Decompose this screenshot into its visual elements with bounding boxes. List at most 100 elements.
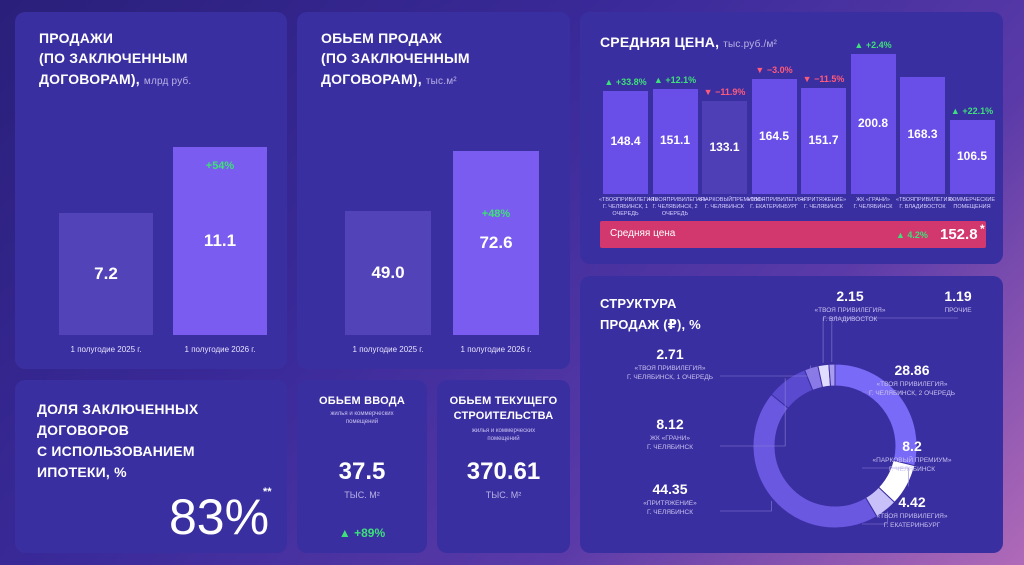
input-volume-delta: ▲ +89% — [338, 526, 386, 540]
segment-name: ПРОЧИЕ — [944, 307, 972, 314]
price-bar-delta: ▲ +33.8% — [604, 76, 647, 87]
bar-value-label: 49.0 — [371, 262, 405, 282]
price-bar-category: ЖК «ГРАНИ» г. Челябинск — [853, 197, 893, 211]
segment-value: 44.35 — [652, 481, 688, 497]
price-bar-2: 133.1 — [702, 101, 747, 194]
price-card: СРЕДНЯЯ ЦЕНА, тыс.руб./м² 148.4 ▲ +33.8% «… — [580, 12, 1003, 264]
construction-card: ОБЬЕМ ТЕКУЩЕГО СТРОИТЕЛЬСТВА жилья и ком… — [437, 380, 570, 553]
sales-bar-chart: 7.2 1 полугодие 2025 г. 11.1 1 полугодие 20… — [15, 12, 287, 369]
price-bar-delta: ▲ +12.1% — [653, 74, 697, 85]
sales-delta: +54% — [205, 160, 235, 172]
price-bar-category: «ТВОЯПРИВИЛЕГИЯ» г. Владивосток — [896, 197, 955, 211]
segment-leader-line — [862, 511, 888, 525]
bar-value-label: 72.6 — [479, 233, 513, 252]
price-bar-value: 151.1 — [659, 133, 691, 148]
structure-card: СТРУКТУРА ПРОДАЖ (₽), % 28.86 «ТВОЯ ПРИВИ… — [580, 276, 1003, 553]
price-bar-6: 168.3 — [900, 76, 945, 194]
segment-name: «ПРИТЯЖЕНИЕ» Г. ЧЕЛЯБИНСК — [643, 500, 697, 516]
input-volume-card: ОБЬЕМ ВВОДА жилья и коммерческих помещен… — [297, 380, 427, 553]
segment-name: «ТВОЯ ПРИВИЛЕГИЯ» Г. ЕКАТЕРИНБУРГ — [876, 513, 948, 529]
bar-sales-chart-1: 11.1 — [173, 147, 267, 335]
price-bar-category: «ТВОЯПРИВИЛЕГИЯ» г. Челябинск, 1 очередь — [599, 197, 658, 218]
sales-unit: млрд руб. — [143, 75, 192, 87]
average-price-delta: ▲ 4.2% — [896, 230, 928, 240]
volume-delta: +48% — [481, 208, 511, 220]
mortgage-title: ДОЛЯ ЗАКЛЮЧЕННЫХ ДОГОВОРОВ С ИСПОЛЬЗОВАН… — [37, 401, 199, 480]
price-bar-category: «ПРИТЯЖЕНИЕ» г. Челябинск — [800, 197, 847, 211]
price-bar-delta: ▼ −3.0% — [755, 65, 793, 76]
segment-value: 2.15 — [836, 288, 864, 304]
sales-card: ПРОДАЖИ (ПО ЗАКЛЮЧЕННЫМ ДОГОВОРАМ), млрд… — [15, 12, 287, 369]
x-axis-label: 1 полугодие 2026 г. — [460, 345, 532, 354]
segment-value: 2.71 — [656, 346, 684, 362]
price-bar-delta: ▲ +2.4% — [854, 40, 892, 50]
price-bar-0: 148.4 — [603, 90, 648, 194]
segment-value: 8.2 — [902, 438, 922, 454]
price-bar-delta: ▼ −11.9% — [703, 87, 746, 98]
sales-title: ПРОДАЖИ (ПО ЗАКЛЮЧЕННЫМ ДОГОВОРАМ), млрд… — [39, 30, 192, 87]
segment-leader-line — [720, 500, 772, 512]
x-axis-label: 1 полугодие 2025 г. — [70, 345, 142, 354]
segment-leader-line — [862, 467, 910, 487]
bar-value-label: 11.1 — [203, 231, 237, 250]
price-bar-value: 168.3 — [907, 127, 938, 142]
bar-value-label: 7.2 — [94, 264, 118, 284]
construction-value: 370.61 — [466, 458, 541, 485]
price-bar-category: «ТВОЯПРИВИЛЕГИЯ» г. Екатеринбург — [747, 197, 806, 211]
input-volume-value: 37.5 — [338, 458, 386, 485]
average-price-value: 152.8 — [940, 226, 978, 243]
average-price-bar: Средняя цена ▲ 4.2% 152.8 * — [600, 221, 986, 248]
segment-name: «ТВОЯ ПРИВИЛЕГИЯ» Г. ВЛАДИВОСТОК — [814, 307, 886, 323]
segment-value: 4.42 — [898, 494, 926, 510]
price-bar-3: 164.5 — [751, 79, 797, 194]
segment-value: 1.19 — [944, 288, 972, 304]
segment-name: ЖК «ГРАНИ» Г. ЧЕЛЯБИНСК — [646, 435, 694, 451]
segment-value: 28.86 — [894, 362, 930, 378]
price-bar-category: КОММЕРЧЕСКИЕ ПОМЕЩЕНИЯ — [948, 197, 996, 211]
price-bar-4: 151.7 — [801, 88, 846, 194]
price-bar-5: 200.8 — [850, 54, 896, 194]
input-volume-title: ОБЬЕМ ВВОДА — [319, 395, 405, 407]
segment-leader-line — [862, 391, 902, 395]
segment-value: 8.12 — [656, 416, 684, 432]
price-bar-value: 151.7 — [808, 133, 839, 148]
volume-bar-chart: 49.0 1 полугодие 2025 г. 72.6 1 полугодие 2… — [297, 12, 570, 369]
price-bar-delta: ▲ +22.1% — [950, 105, 994, 116]
segment-name: «ТВОЯ ПРИВИЛЕГИЯ» Г. ЧЕЛЯБИНСК, 2 ОЧЕРЕД… — [868, 381, 956, 397]
price-bar-value: 148.4 — [610, 134, 641, 149]
price-bar-chart: 148.4 ▲ +33.8% «ТВОЯПРИВИЛЕГИЯ» г. Челябин… — [580, 12, 1003, 264]
price-title: СРЕДНЯЯ ЦЕНА, тыс.руб./м² — [600, 34, 778, 50]
volume-card: ОБЬЕМ ПРОДАЖ (ПО ЗАКЛЮЧЕННЫМ ДОГОВОРАМ),… — [297, 12, 570, 369]
segment-leader-line — [720, 365, 811, 377]
volume-unit: тыс.м² — [425, 75, 457, 87]
price-unit: тыс.руб./м² — [723, 39, 778, 50]
donut-segment — [752, 393, 878, 529]
average-price-label: Средняя цена — [610, 228, 676, 239]
segment-leader-line — [831, 317, 958, 363]
donut-segment — [828, 363, 836, 387]
structure-donut-chart: 28.86 «ТВОЯ ПРИВИЛЕГИЯ» Г. ЧЕЛЯБИНСК, 2 О… — [580, 276, 1003, 553]
price-bar-value: 200.8 — [857, 116, 889, 130]
price-bar-7: 106.5 — [949, 119, 995, 194]
mortgage-footnote: ** — [263, 486, 272, 498]
input-volume-unit: ТЫС. М² — [344, 490, 380, 500]
price-bar-1: 151.1 — [652, 88, 698, 194]
price-bar-delta: ▼ −11.5% — [802, 74, 845, 85]
segment-name: «ПАРКОВЫЙ ПРЕМИУМ» Г. ЧЕЛЯБИНСК — [872, 457, 952, 473]
x-axis-label: 1 полугодие 2026 г. — [184, 345, 256, 354]
price-bar-category: «ПАРКОВЫЙПРЕМИУМ» г. Челябинск — [698, 197, 764, 211]
bar-volume-chart-1: 72.6 — [453, 151, 539, 335]
price-bar-value: 106.5 — [956, 148, 988, 163]
average-price-footnote: * — [980, 222, 985, 236]
volume-title: ОБЬЕМ ПРОДАЖ (ПО ЗАКЛЮЧЕННЫМ ДОГОВОРАМ),… — [321, 30, 470, 87]
bar-volume-chart-0: 49.0 — [345, 210, 431, 335]
mortgage-card: ДОЛЯ ЗАКЛЮЧЕННЫХ ДОГОВОРОВ С ИСПОЛЬЗОВАН… — [15, 380, 287, 553]
mortgage-value: 83% — [169, 489, 270, 545]
donut-svg — [720, 317, 958, 529]
structure-title: СТРУКТУРА ПРОДАЖ (₽), % — [600, 296, 701, 333]
input-volume-subtitle: жилья и коммерческих помещений — [330, 411, 394, 426]
price-bar-value: 133.1 — [709, 139, 740, 154]
segment-leader-line — [822, 317, 850, 363]
construction-unit: ТЫС. М² — [485, 490, 522, 500]
bar-sales-chart-0: 7.2 — [59, 213, 153, 335]
